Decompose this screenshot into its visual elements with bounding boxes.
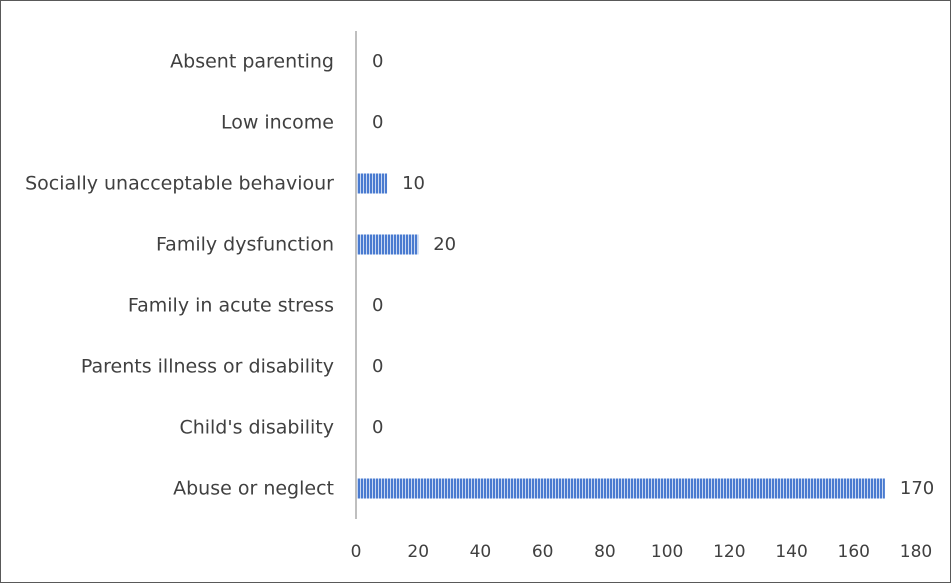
- data-label: 170: [900, 478, 934, 499]
- category-label: Low income: [221, 112, 334, 134]
- x-tick-label: 180: [900, 542, 932, 562]
- x-tick-labels: 0 20 40 60 80 100 120 140 160 180: [351, 542, 933, 562]
- category-label: Abuse or neglect: [173, 478, 334, 500]
- data-label: 0: [372, 112, 383, 133]
- data-label: 10: [402, 173, 425, 194]
- bar: [357, 173, 388, 194]
- x-tick-label: 40: [470, 542, 492, 562]
- x-tick-label: 140: [775, 542, 807, 562]
- category-label: Parents illness or disability: [81, 356, 334, 378]
- category-label: Absent parenting: [170, 51, 334, 73]
- x-tick-label: 60: [532, 542, 554, 562]
- x-tick-label: 100: [651, 542, 683, 562]
- data-label: 0: [372, 356, 383, 377]
- category-label: Family in acute stress: [128, 295, 334, 317]
- x-tick-label: 20: [407, 542, 429, 562]
- bar: [357, 478, 885, 499]
- category-label: Socially unacceptable behaviour: [25, 173, 334, 195]
- bars-layer: [357, 173, 885, 499]
- category-labels: Absent parenting Low income Socially unacc…: [25, 51, 334, 500]
- bar: [357, 234, 419, 255]
- x-tick-label: 80: [594, 542, 616, 562]
- data-labels: 0 0 10 20 0 0 0 170: [372, 51, 934, 499]
- category-label: Child's disability: [179, 417, 334, 439]
- data-label: 0: [372, 295, 383, 316]
- data-label: 0: [372, 51, 383, 72]
- data-label: 20: [433, 234, 456, 255]
- x-tick-label: 0: [351, 542, 362, 562]
- x-tick-label: 160: [838, 542, 870, 562]
- data-label: 0: [372, 417, 383, 438]
- category-label: Family dysfunction: [156, 234, 334, 256]
- x-tick-label: 120: [713, 542, 745, 562]
